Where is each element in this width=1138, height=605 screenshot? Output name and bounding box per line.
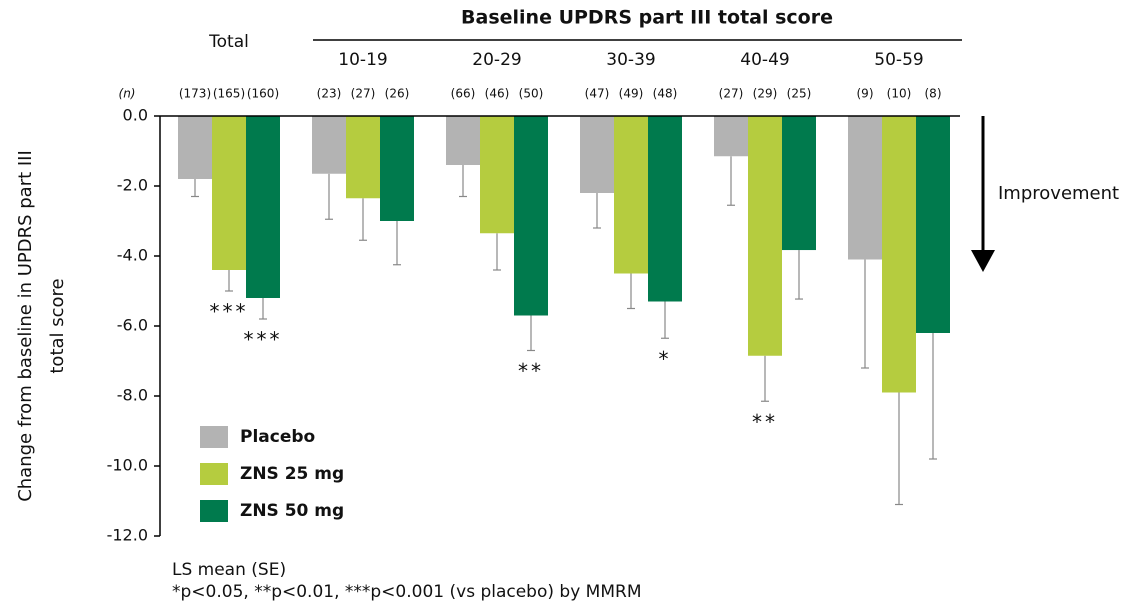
significance: *** [244,328,283,352]
bar [380,116,414,221]
n-label: (29) [753,87,778,101]
n-label: (48) [653,87,678,101]
x-tick-label: 50-59 [874,50,923,70]
bar [346,116,380,199]
bar [648,116,682,302]
y-tick-label: -4.0 [117,246,148,265]
n-label: (26) [385,87,410,101]
significance: * [659,347,672,371]
n-label: (9) [857,87,874,101]
n-label: (10) [887,87,912,101]
significance: ** [518,359,544,383]
bar [212,116,246,270]
significance: *** [210,300,249,324]
x-tick-label: 30-39 [606,50,655,70]
arrow-head [971,250,995,272]
legend-swatch [200,500,228,522]
n-label: (27) [719,87,744,101]
bar [246,116,280,298]
bar [614,116,648,274]
y-tick-label: -8.0 [117,386,148,405]
bar [748,116,782,356]
n-label: (46) [485,87,510,101]
bar [916,116,950,333]
y-tick-label: 0.0 [123,106,148,125]
y-tick-label: -10.0 [107,456,148,475]
n-label: (173) [179,87,211,101]
bar [848,116,882,260]
x-tick-label: 40-49 [740,50,789,70]
n-label: (165) [213,87,245,101]
x-tick-label: Total [208,32,249,52]
y-tick-label: -2.0 [117,176,148,195]
significance: ** [752,410,778,434]
group-header: Baseline UPDRS part III total score [461,7,833,29]
legend-label: ZNS 50 mg [240,501,344,521]
bar [312,116,346,174]
arrow-label: Improvement [998,183,1119,204]
n-label: (23) [317,87,342,101]
bar [178,116,212,179]
y-tick-label: -12.0 [107,526,148,545]
bar [580,116,614,193]
n-label: (8) [925,87,942,101]
bar [514,116,548,316]
bar [480,116,514,234]
bar [446,116,480,165]
y-tick-label: -6.0 [117,316,148,335]
y-axis-label: total score [47,278,68,373]
y-axis-label: Change from baseline in UPDRS part III [15,150,36,502]
bar [882,116,916,393]
bar [714,116,748,157]
n-header: (n) [119,87,136,101]
legend-label: ZNS 25 mg [240,464,344,484]
n-label: (47) [585,87,610,101]
x-tick-label: 20-29 [472,50,521,70]
x-tick-label: 10-19 [338,50,387,70]
n-label: (160) [247,87,279,101]
footnote: *p<0.05, **p<0.01, ***p<0.001 (vs placeb… [172,582,641,602]
legend-label: Placebo [240,427,315,447]
n-label: (27) [351,87,376,101]
legend-swatch [200,463,228,485]
bar [782,116,816,251]
n-label: (66) [451,87,476,101]
legend-swatch [200,426,228,448]
n-label: (49) [619,87,644,101]
footnote: LS mean (SE) [172,560,286,580]
n-label: (25) [787,87,812,101]
n-label: (50) [519,87,544,101]
